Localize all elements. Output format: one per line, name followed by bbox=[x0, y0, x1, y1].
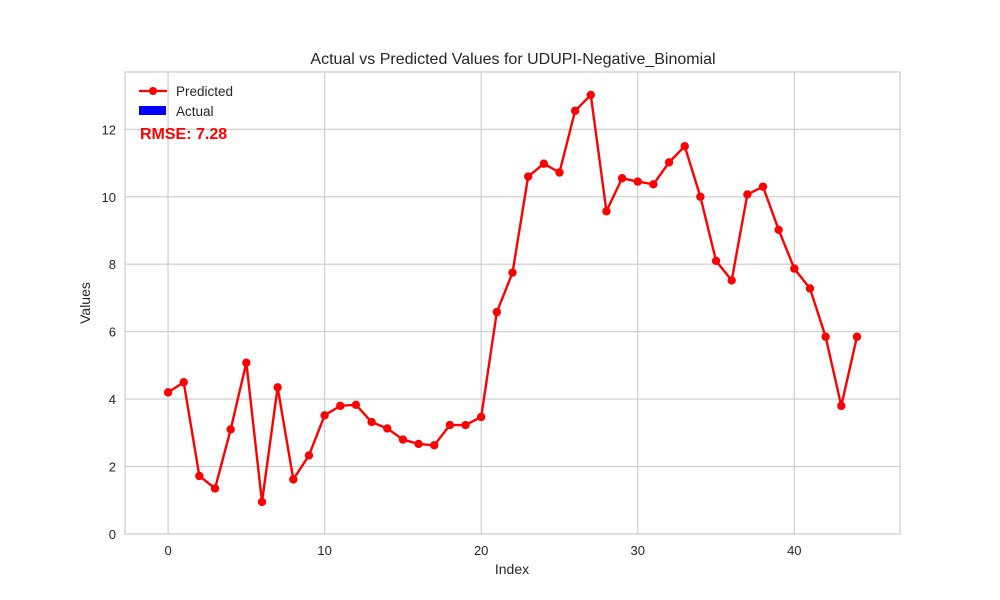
data-point-predicted bbox=[257, 497, 267, 507]
plot-frame bbox=[124, 71, 901, 535]
data-point-predicted bbox=[336, 401, 345, 411]
x-axis-label: Index bbox=[495, 561, 529, 577]
data-point-predicted bbox=[680, 141, 689, 151]
data-point-predicted bbox=[445, 420, 455, 430]
rmse-annotation: RMSE: 7.28 bbox=[140, 126, 227, 143]
data-point-predicted bbox=[320, 411, 329, 420]
data-point-predicted bbox=[351, 400, 361, 410]
x-axis-ticks: 0 10 20 30 40 bbox=[164, 543, 801, 558]
x-tick-label: 20 bbox=[474, 543, 488, 558]
y-tick-label: 8 bbox=[109, 257, 116, 272]
data-point-predicted bbox=[383, 424, 392, 433]
data-point-predicted bbox=[289, 475, 298, 484]
data-point-predicted bbox=[711, 256, 721, 266]
data-point-predicted bbox=[398, 435, 408, 444]
data-point-predicted bbox=[837, 401, 846, 411]
legend-item-predicted: Predicted bbox=[139, 84, 233, 99]
data-point-predicted bbox=[758, 182, 768, 191]
x-tick-label: 0 bbox=[164, 543, 171, 558]
data-point-predicted bbox=[617, 174, 627, 183]
legend-marker-predicted bbox=[149, 87, 157, 95]
grid bbox=[125, 72, 900, 535]
y-tick-label: 0 bbox=[109, 527, 116, 542]
y-axis-ticks: 0 2 4 6 8 10 12 bbox=[102, 122, 116, 542]
data-point-predicted bbox=[226, 425, 235, 434]
data-point-predicted bbox=[852, 332, 862, 341]
data-point-predicted bbox=[696, 192, 705, 201]
data-point-predicted bbox=[367, 417, 376, 427]
data-point-predicted bbox=[602, 207, 611, 216]
chart-title: Actual vs Predicted Values for UDUPI-Neg… bbox=[310, 51, 715, 68]
legend: Predicted Actual bbox=[139, 84, 233, 119]
data-point-predicted bbox=[727, 276, 736, 285]
data-point-predicted bbox=[790, 264, 799, 273]
data-point-predicted bbox=[195, 471, 204, 481]
x-tick-label: 30 bbox=[631, 543, 645, 558]
legend-label-predicted: Predicted bbox=[176, 84, 233, 99]
data-point-predicted bbox=[273, 383, 282, 392]
data-point-predicted bbox=[633, 177, 642, 186]
x-tick-label: 40 bbox=[787, 543, 801, 558]
series-layer bbox=[163, 90, 862, 507]
y-axis-label: Values bbox=[77, 282, 93, 324]
data-point-predicted bbox=[476, 412, 486, 422]
data-point-predicted bbox=[242, 358, 251, 367]
data-point-predicted bbox=[179, 378, 188, 387]
data-point-predicted bbox=[805, 284, 815, 293]
data-point-predicted bbox=[649, 180, 658, 189]
y-tick-label: 2 bbox=[109, 460, 116, 475]
x-tick-label: 10 bbox=[317, 543, 331, 558]
data-point-predicted bbox=[570, 106, 580, 115]
y-tick-label: 12 bbox=[102, 122, 116, 137]
data-point-predicted bbox=[508, 268, 517, 277]
data-point-predicted bbox=[539, 159, 549, 168]
data-point-predicted bbox=[821, 332, 830, 341]
data-point-predicted bbox=[774, 225, 783, 235]
legend-item-actual: Actual bbox=[139, 104, 214, 119]
y-tick-label: 10 bbox=[102, 190, 116, 205]
data-point-predicted bbox=[461, 420, 470, 430]
data-point-predicted bbox=[555, 168, 564, 177]
data-point-predicted bbox=[664, 158, 674, 167]
data-point-predicted bbox=[523, 172, 533, 181]
data-point-predicted bbox=[304, 451, 314, 460]
data-point-predicted bbox=[586, 90, 595, 100]
data-point-predicted bbox=[430, 441, 439, 450]
legend-label-actual: Actual bbox=[176, 104, 214, 119]
data-point-predicted bbox=[492, 307, 502, 317]
plot-area bbox=[124, 71, 901, 535]
data-point-predicted bbox=[414, 439, 423, 449]
data-point-predicted bbox=[210, 484, 220, 493]
y-tick-label: 4 bbox=[109, 392, 116, 407]
y-tick-label: 6 bbox=[109, 325, 116, 340]
data-point-predicted bbox=[743, 190, 752, 199]
data-point-predicted bbox=[163, 388, 173, 397]
legend-patch-actual bbox=[139, 106, 166, 115]
